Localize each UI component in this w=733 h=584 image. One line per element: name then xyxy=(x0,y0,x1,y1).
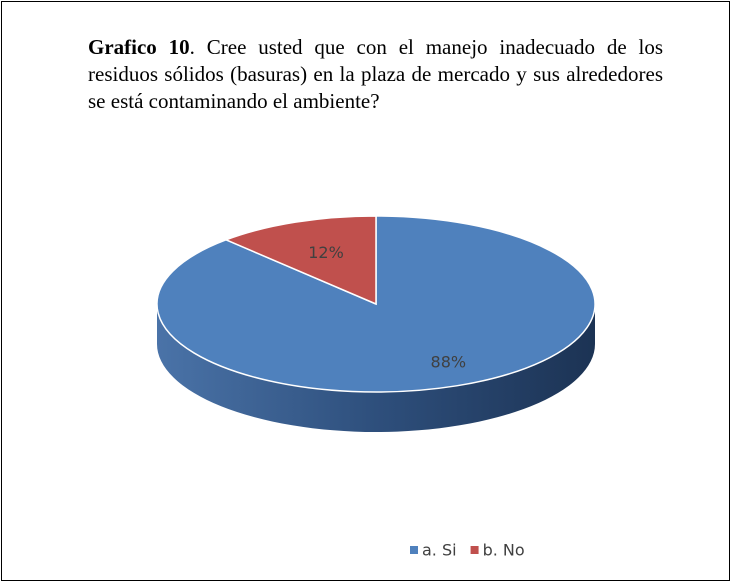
legend-label: a. Si xyxy=(422,541,457,560)
chart-title: Grafico 10. Cree usted que con el manejo… xyxy=(88,34,663,115)
data-label: 12% xyxy=(308,243,344,262)
legend-swatch xyxy=(470,546,479,554)
pie-slice xyxy=(224,215,377,306)
pie-side xyxy=(157,304,595,432)
legend-label: b. No xyxy=(483,541,525,560)
legend-swatch xyxy=(410,546,418,554)
data-label: 88% xyxy=(431,353,467,372)
title-label: Grafico 10 xyxy=(88,35,190,59)
title-text: . Cree usted que con el manejo inadecuad… xyxy=(88,35,663,113)
